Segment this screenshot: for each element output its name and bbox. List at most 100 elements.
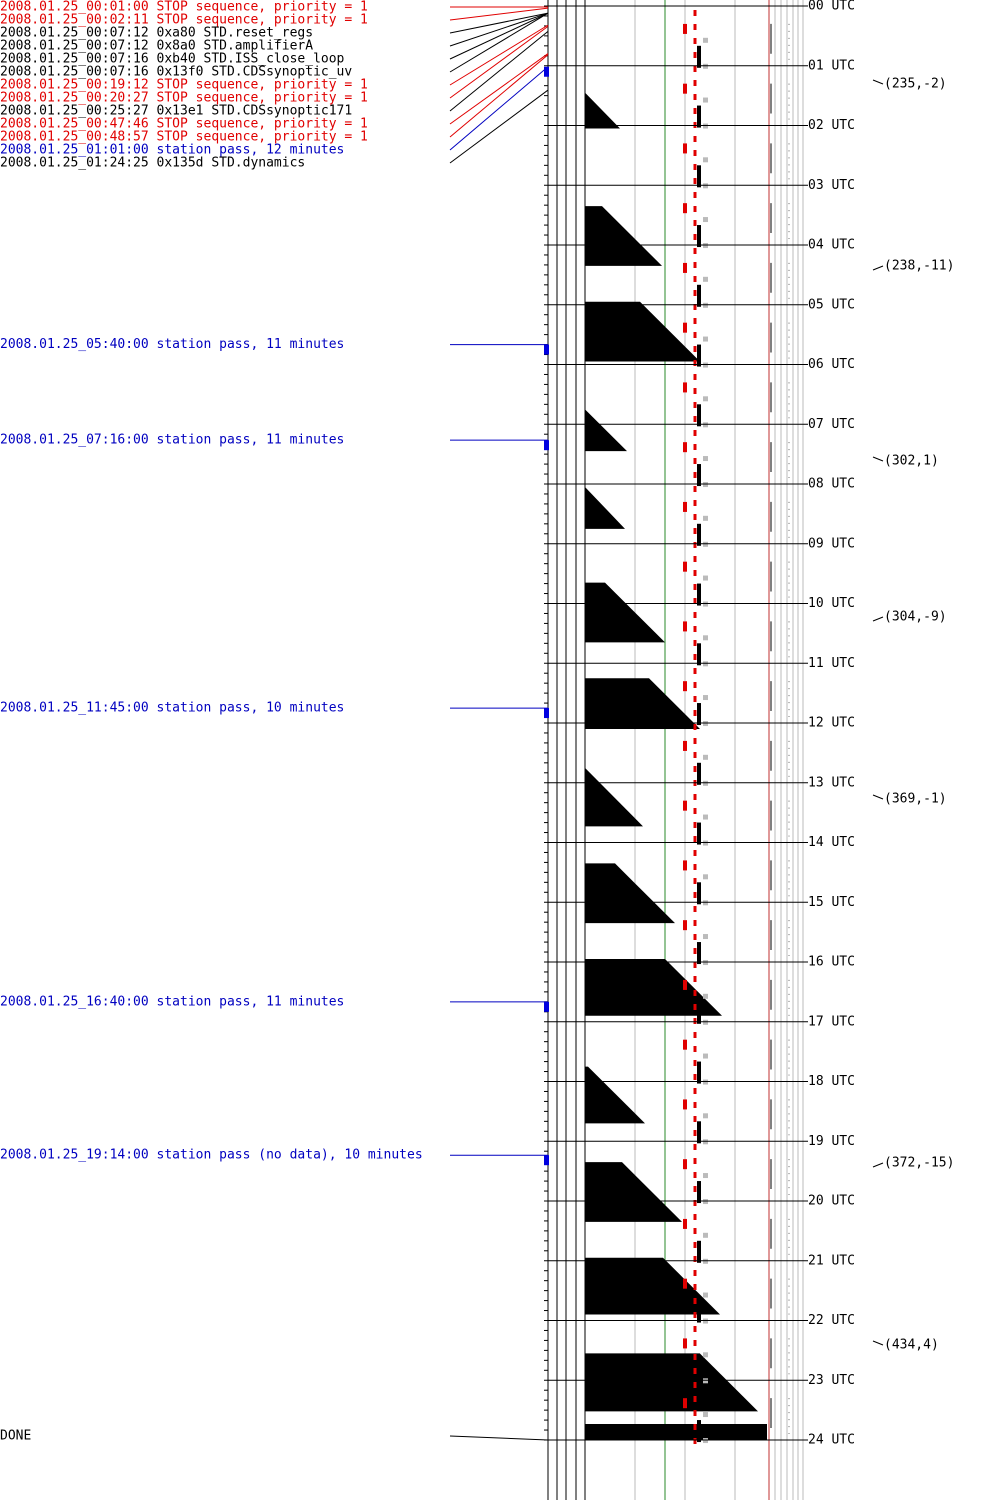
hour-label: 09 UTC bbox=[808, 536, 855, 551]
event-label: 2008.01.25_00:19:12 STOP sequence, prior… bbox=[0, 77, 368, 92]
event-connector bbox=[449, 12, 549, 34]
status-dot bbox=[703, 1199, 708, 1205]
status-dot bbox=[703, 1019, 708, 1025]
hour-label: 11 UTC bbox=[808, 656, 855, 671]
footer-label: DONE bbox=[0, 1429, 31, 1444]
activity-block bbox=[585, 767, 643, 827]
status-mark bbox=[697, 1121, 701, 1144]
annotation: (304,-9) bbox=[884, 610, 947, 625]
status-mark bbox=[697, 1181, 701, 1204]
red-mark bbox=[683, 382, 687, 393]
status-mark bbox=[697, 1300, 701, 1323]
annotation-marker bbox=[872, 794, 884, 800]
event-connector bbox=[449, 12, 549, 47]
status-dot bbox=[703, 960, 708, 966]
hour-label: 02 UTC bbox=[808, 118, 855, 133]
annotation-marker bbox=[872, 1162, 884, 1168]
status-dot bbox=[703, 601, 708, 607]
red-mark bbox=[683, 1159, 687, 1170]
red-mark bbox=[683, 262, 687, 273]
hour-label: 19 UTC bbox=[808, 1134, 855, 1149]
event-label: 2008.01.25_00:01:00 STOP sequence, prior… bbox=[0, 0, 368, 14]
activity-block bbox=[585, 863, 675, 924]
hour-label: 13 UTC bbox=[808, 775, 855, 790]
event-connector bbox=[449, 30, 549, 112]
status-dot bbox=[703, 575, 708, 581]
activity-block bbox=[585, 206, 662, 266]
hour-label: 04 UTC bbox=[808, 238, 855, 253]
status-dot bbox=[703, 900, 708, 906]
activity-block bbox=[585, 409, 627, 452]
status-dot bbox=[703, 721, 708, 727]
event-label: 2008.01.25_11:45:00 station pass, 10 min… bbox=[0, 701, 344, 716]
red-mark bbox=[683, 681, 687, 692]
red-mark bbox=[683, 1218, 687, 1229]
status-dot bbox=[703, 217, 708, 223]
hour-label: 12 UTC bbox=[808, 716, 855, 731]
status-mark bbox=[697, 165, 701, 188]
station-pass bbox=[544, 66, 549, 77]
hour-label: 10 UTC bbox=[808, 596, 855, 611]
status-dot bbox=[703, 814, 708, 820]
station-pass bbox=[544, 1001, 549, 1012]
status-dot bbox=[703, 123, 708, 129]
event-connector bbox=[449, 12, 549, 73]
event-label: 2008.01.25_00:07:16 0x13f0 STD.CDSsynopt… bbox=[0, 64, 352, 79]
event-label: 2008.01.25_00:25:27 0x13e1 STD.CDSsynopt… bbox=[0, 103, 352, 118]
activity-block bbox=[585, 486, 625, 529]
status-dot bbox=[703, 276, 708, 282]
status-dot bbox=[703, 97, 708, 103]
annotation-marker bbox=[872, 616, 884, 622]
activity-block bbox=[585, 92, 620, 129]
red-mark bbox=[683, 1278, 687, 1289]
status-mark bbox=[697, 225, 701, 248]
annotation-marker bbox=[872, 456, 884, 462]
status-dot bbox=[703, 1352, 708, 1358]
station-pass bbox=[544, 344, 549, 355]
annotation: (434,4) bbox=[884, 1338, 939, 1353]
status-dot bbox=[703, 840, 708, 846]
event-label: 2008.01.25_00:20:27 STOP sequence, prior… bbox=[0, 90, 368, 105]
activity-block bbox=[585, 959, 722, 1016]
annotation: (238,-11) bbox=[884, 259, 954, 274]
annotation: (369,-1) bbox=[884, 792, 947, 807]
hour-label: 23 UTC bbox=[808, 1373, 855, 1388]
status-mark bbox=[697, 404, 701, 427]
status-dot bbox=[703, 515, 708, 521]
status-dot bbox=[703, 1053, 708, 1059]
status-dot bbox=[703, 1232, 708, 1238]
red-mark bbox=[683, 1338, 687, 1349]
status-dot bbox=[703, 1378, 708, 1384]
red-mark bbox=[683, 860, 687, 871]
annotation-marker bbox=[872, 265, 884, 271]
event-label: 2008.01.25_00:07:12 0xa80 STD.reset_regs bbox=[0, 25, 313, 40]
red-mark bbox=[683, 501, 687, 512]
activity-block bbox=[585, 1424, 767, 1440]
status-mark bbox=[697, 1420, 701, 1443]
status-dot bbox=[703, 1079, 708, 1085]
status-dot bbox=[703, 456, 708, 462]
status-dot bbox=[703, 1173, 708, 1179]
status-dot bbox=[703, 780, 708, 786]
event-connector bbox=[449, 66, 549, 151]
event-label: 2008.01.25_00:07:12 0x8a0 STD.amplifierA bbox=[0, 38, 313, 53]
status-dot bbox=[703, 1258, 708, 1264]
event-label: 2008.01.25_01:24:25 0x135d STD.dynamics bbox=[0, 155, 305, 170]
status-mark bbox=[697, 643, 701, 666]
hour-label: 06 UTC bbox=[808, 357, 855, 372]
hour-label: 07 UTC bbox=[808, 417, 855, 432]
status-dot bbox=[703, 482, 708, 488]
status-mark bbox=[697, 942, 701, 965]
status-dot bbox=[703, 874, 708, 880]
red-mark bbox=[683, 442, 687, 453]
red-mark bbox=[683, 1039, 687, 1050]
status-dot bbox=[703, 63, 708, 69]
status-dot bbox=[703, 1139, 708, 1145]
status-dot bbox=[703, 302, 708, 308]
status-mark bbox=[697, 1061, 701, 1084]
station-pass bbox=[544, 708, 549, 719]
station-pass bbox=[544, 1155, 549, 1166]
station-pass bbox=[544, 440, 549, 451]
